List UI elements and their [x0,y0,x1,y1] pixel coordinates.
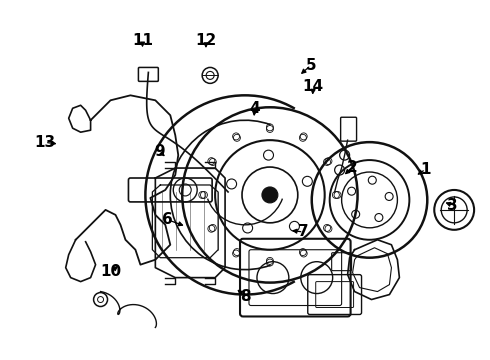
Text: 7: 7 [298,225,309,239]
Text: 8: 8 [240,289,250,304]
Text: 1: 1 [420,162,431,177]
Text: 6: 6 [162,212,172,227]
Text: 10: 10 [100,264,122,279]
Text: 14: 14 [303,79,324,94]
Text: 5: 5 [306,58,316,73]
Circle shape [262,187,278,203]
Text: 12: 12 [196,33,217,48]
Text: 13: 13 [34,135,55,150]
Text: 9: 9 [154,144,165,159]
Text: 4: 4 [249,101,260,116]
Text: 11: 11 [132,33,153,48]
Text: 3: 3 [447,198,458,213]
Text: 2: 2 [347,160,358,175]
